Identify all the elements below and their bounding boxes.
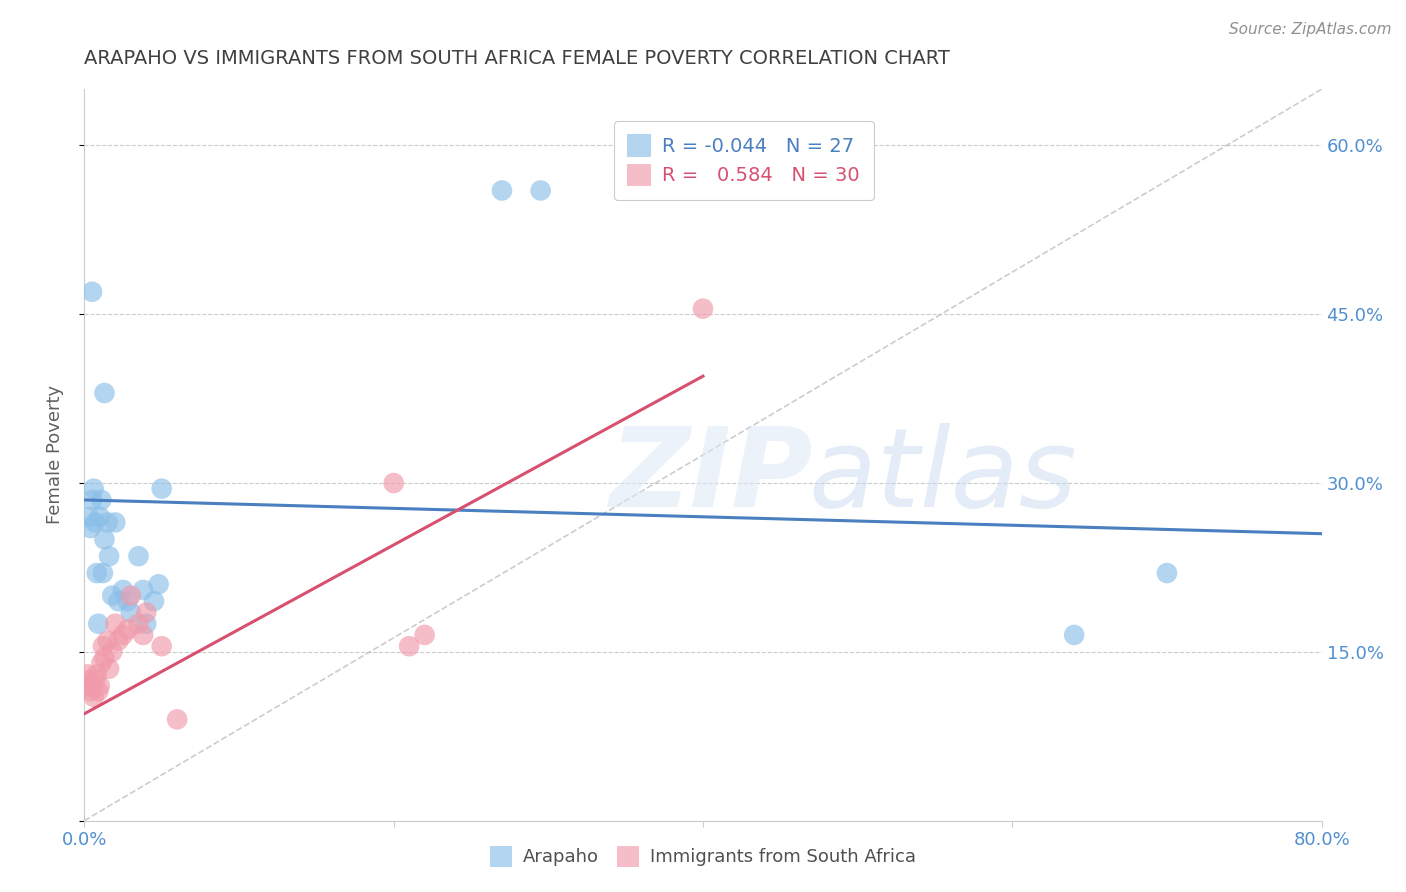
Text: ZIP: ZIP xyxy=(610,424,814,531)
Point xyxy=(86,566,108,580)
Point xyxy=(97,516,120,530)
Point xyxy=(128,549,150,564)
Point xyxy=(104,616,127,631)
Point xyxy=(135,606,157,620)
Point xyxy=(148,577,170,591)
Point xyxy=(107,594,129,608)
Point xyxy=(90,492,112,507)
Point xyxy=(83,690,105,704)
Point xyxy=(132,582,155,597)
Point xyxy=(75,679,97,693)
Point xyxy=(692,301,714,316)
Point xyxy=(135,616,157,631)
Point xyxy=(84,516,107,530)
Text: Source: ZipAtlas.com: Source: ZipAtlas.com xyxy=(1229,22,1392,37)
Point xyxy=(101,589,124,603)
Point xyxy=(104,516,127,530)
Point xyxy=(98,662,121,676)
Point xyxy=(82,492,104,507)
Point xyxy=(91,639,114,653)
Point xyxy=(87,684,110,698)
Point xyxy=(1156,566,1178,580)
Point xyxy=(79,684,101,698)
Point xyxy=(382,476,405,491)
Point xyxy=(77,509,100,524)
Point xyxy=(82,679,104,693)
Point xyxy=(128,616,150,631)
Point xyxy=(150,639,173,653)
Point xyxy=(112,628,135,642)
Point xyxy=(83,482,105,496)
Point xyxy=(117,623,139,637)
Point xyxy=(79,521,101,535)
Point xyxy=(76,667,98,681)
Point xyxy=(530,184,553,198)
Point xyxy=(117,594,139,608)
Point xyxy=(89,679,111,693)
Y-axis label: Female Poverty: Female Poverty xyxy=(45,385,63,524)
Point xyxy=(101,645,124,659)
Point xyxy=(1063,628,1085,642)
Legend: Arapaho, Immigrants from South Africa: Arapaho, Immigrants from South Africa xyxy=(484,838,922,874)
Point xyxy=(82,285,104,299)
Point xyxy=(84,673,107,687)
Text: ARAPAHO VS IMMIGRANTS FROM SOUTH AFRICA FEMALE POVERTY CORRELATION CHART: ARAPAHO VS IMMIGRANTS FROM SOUTH AFRICA … xyxy=(84,49,950,68)
Point xyxy=(93,386,115,401)
Point xyxy=(77,673,100,687)
Point xyxy=(413,628,436,642)
Point xyxy=(150,482,173,496)
Point xyxy=(90,656,112,670)
Point xyxy=(87,616,110,631)
Point xyxy=(491,184,513,198)
Point xyxy=(107,633,129,648)
Point xyxy=(93,533,115,547)
Text: atlas: atlas xyxy=(808,424,1077,531)
Point xyxy=(91,566,114,580)
Point xyxy=(166,712,188,726)
Point xyxy=(132,628,155,642)
Point xyxy=(86,667,108,681)
Point xyxy=(97,633,120,648)
Point xyxy=(120,606,142,620)
Point xyxy=(112,582,135,597)
Point xyxy=(398,639,420,653)
Point xyxy=(143,594,166,608)
Point xyxy=(93,650,115,665)
Point xyxy=(89,509,111,524)
Point xyxy=(120,589,142,603)
Point xyxy=(98,549,121,564)
